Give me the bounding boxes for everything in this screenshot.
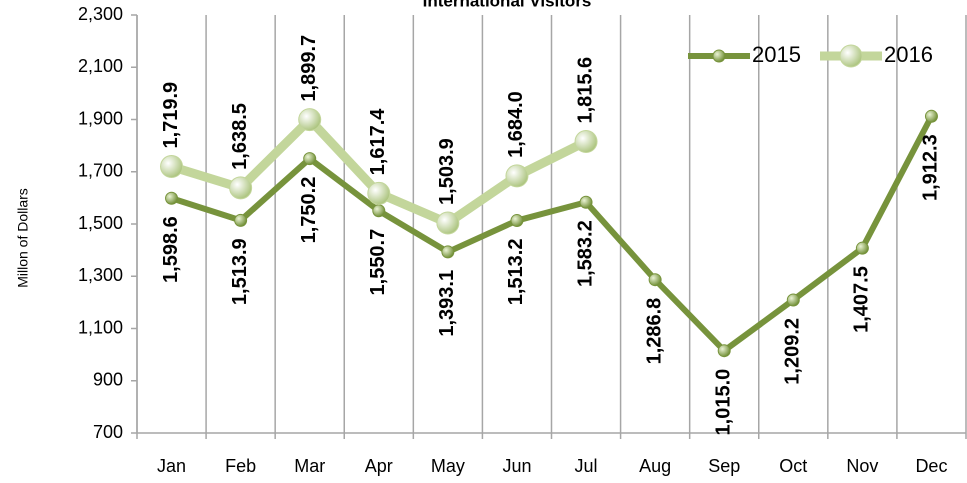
data-label: 1,750.2 [298,177,320,244]
data-label: 1,393.1 [436,270,458,337]
y-tick-label: 1,500 [78,213,123,233]
x-tick-label: Jul [575,456,598,476]
data-label: 1,638.5 [229,103,251,170]
marker [717,344,731,358]
y-tick-label: 700 [93,422,123,442]
data-label: 1,719.9 [160,82,182,149]
x-tick-label: Feb [225,456,256,476]
data-label: 1,684.0 [505,91,527,158]
y-tick-label: 1,900 [78,108,123,128]
marker [160,155,184,179]
data-label: 1,550.7 [367,229,389,296]
y-tick-label: 1,300 [78,265,123,285]
marker [234,213,248,227]
y-tick-label: 2,100 [78,56,123,76]
legend-marker [839,44,863,68]
data-label: 1,899.7 [298,35,320,102]
data-label: 1,583.2 [574,220,596,287]
marker [436,211,460,235]
marker [579,195,593,209]
marker [441,245,455,259]
marker [924,109,938,123]
data-label: 1,617.4 [367,108,389,176]
data-label: 1,209.2 [782,318,804,385]
marker [298,108,322,132]
y-axis-label: Millon of Dollars [15,188,31,288]
marker [505,164,529,188]
marker [372,204,386,218]
x-tick-label: Dec [915,456,947,476]
x-tick-label: Nov [846,456,878,476]
marker [510,214,524,228]
y-tick-label: 1,700 [78,161,123,181]
marker [229,176,253,200]
legend-label: 2016 [884,42,933,67]
marker [648,273,662,287]
legend-marker [712,49,726,63]
x-tick-label: May [431,456,465,476]
data-label: 1,407.5 [851,266,873,333]
y-tick-label: 900 [93,370,123,390]
marker [574,130,598,154]
series-line [170,114,935,354]
legend-label: 2015 [752,42,801,67]
x-tick-label: Oct [779,456,807,476]
marker [303,152,317,166]
data-label: 1,015.0 [712,369,734,436]
y-tick-label: 2,300 [78,4,123,24]
x-tick-label: Jan [157,456,186,476]
data-label: 1,912.3 [920,134,942,201]
x-tick-label: Apr [365,456,393,476]
data-label: 1,815.6 [574,57,596,124]
marker [786,293,800,307]
x-tick-label: Aug [639,456,671,476]
data-label: 1,598.6 [160,216,182,283]
x-tick-label: Mar [294,456,325,476]
x-tick-label: Sep [708,456,740,476]
data-label: 1,503.9 [436,138,458,205]
x-tick-label: Jun [502,456,531,476]
data-label: 1,286.8 [643,298,665,365]
data-label: 1,513.9 [229,238,251,305]
y-tick-label: 1,100 [78,317,123,337]
marker [165,191,179,205]
marker [855,241,869,255]
chart-title: International Visitors [423,0,592,10]
marker [367,181,391,205]
data-label: 1,513.2 [505,239,527,306]
